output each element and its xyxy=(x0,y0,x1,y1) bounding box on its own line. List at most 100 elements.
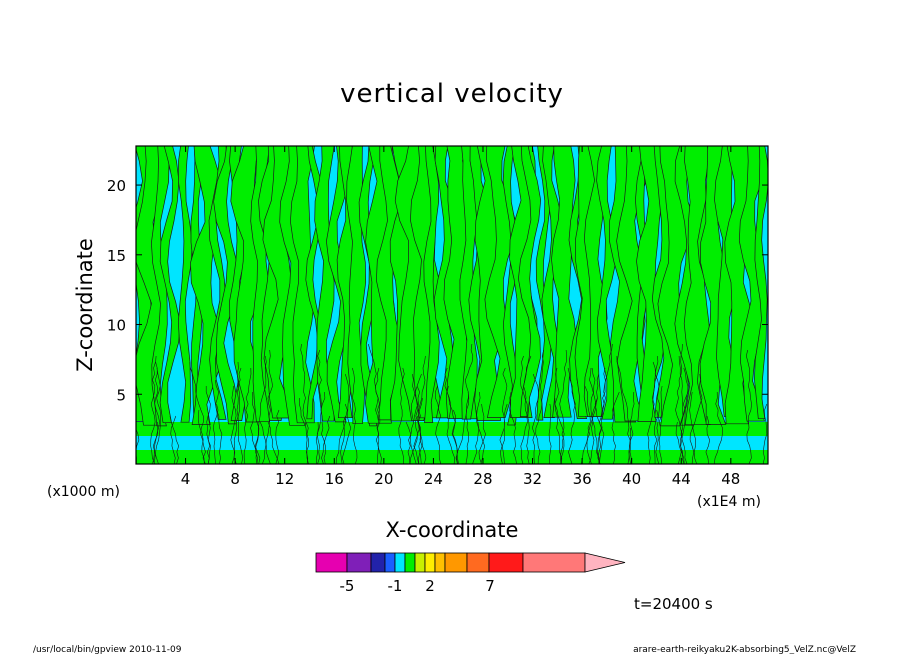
contour-line xyxy=(559,349,567,464)
x-tick-label: 28 xyxy=(473,470,492,488)
contour-line xyxy=(300,343,309,464)
x-tick-label: 48 xyxy=(721,470,740,488)
colorbar-label: 2 xyxy=(425,577,435,595)
field-band xyxy=(136,450,768,464)
contour-line xyxy=(340,415,346,464)
contour-line xyxy=(153,367,161,464)
contour-line xyxy=(215,379,223,464)
colorbar-swatch xyxy=(466,552,490,573)
x-unit-left: (x1000 m) xyxy=(47,484,120,500)
contour-line xyxy=(597,367,606,464)
colorbar xyxy=(315,552,626,573)
contour-line xyxy=(678,355,688,464)
colorbar-label: -5 xyxy=(340,577,355,595)
contour-line xyxy=(298,397,309,464)
plot-frame xyxy=(135,145,769,465)
velocity-field xyxy=(136,146,768,464)
x-axis-ticks: 4 8 12 16 20 24 28 32 36 40 44 48 xyxy=(181,146,740,488)
x-tick-label: 16 xyxy=(325,470,344,488)
updraft-plume xyxy=(423,146,440,423)
updraft-plume xyxy=(177,146,193,423)
contour-line xyxy=(375,367,381,464)
contour-line xyxy=(254,355,267,464)
y-tick-label: 10 xyxy=(107,317,126,335)
contour-line xyxy=(465,391,470,464)
colorbar-swatch xyxy=(315,552,348,573)
updraft-plume xyxy=(636,146,666,422)
colorbar-arrow xyxy=(584,552,626,573)
contour-line xyxy=(554,367,565,464)
colorbar-swatch xyxy=(404,552,416,573)
contour-line xyxy=(456,343,474,464)
contour-line xyxy=(315,421,319,464)
contour-line xyxy=(169,415,180,464)
contour-line xyxy=(531,373,539,464)
contour-line xyxy=(713,391,723,464)
contour-line xyxy=(170,415,177,464)
contour-line xyxy=(675,421,682,464)
contour-line xyxy=(407,385,418,464)
contour-line xyxy=(647,361,656,464)
footer-right: arare-earth-reikyaku2K-absorbing5_VelZ.n… xyxy=(633,645,856,654)
contour-line xyxy=(501,403,508,464)
colorbar-label: -1 xyxy=(388,577,403,595)
contour-line xyxy=(368,343,382,464)
contour-line xyxy=(412,373,419,464)
updraft-plume xyxy=(754,146,768,420)
contour-line xyxy=(554,398,563,464)
contour-line xyxy=(689,391,695,464)
contour-line xyxy=(499,367,508,464)
x-tick-label: 4 xyxy=(181,470,191,488)
contour-line xyxy=(409,355,426,464)
x-unit-right: (x1E4 m) xyxy=(697,494,761,510)
x-tick-label: 44 xyxy=(672,470,691,488)
contour-line xyxy=(675,343,685,464)
contour-line xyxy=(267,421,280,464)
updraft-plume xyxy=(314,146,335,422)
colorbar-labels: -5 -1 2 7 xyxy=(340,577,495,595)
x-tick-label: 20 xyxy=(374,470,393,488)
contour-line xyxy=(548,403,552,464)
colorbar-label: 7 xyxy=(485,577,495,595)
contour-line xyxy=(255,421,260,464)
contour-line xyxy=(275,409,280,464)
contour-line xyxy=(405,421,417,464)
x-tick-label: 36 xyxy=(573,470,592,488)
contour-line xyxy=(627,391,635,464)
x-tick-label: 40 xyxy=(622,470,641,488)
colorbar-swatch xyxy=(346,552,372,573)
contour-line xyxy=(434,385,442,464)
contour-line xyxy=(584,385,592,464)
colorbar-swatch xyxy=(488,552,524,573)
x-tick-label: 24 xyxy=(424,470,443,488)
footer-left: /usr/local/bin/gpview 2010-11-09 xyxy=(33,645,182,654)
contour-line xyxy=(341,373,352,464)
contour-line xyxy=(588,367,596,464)
contour-line xyxy=(398,367,405,464)
contour-line xyxy=(654,409,659,464)
contour-line xyxy=(150,361,156,464)
colorbar-swatch xyxy=(434,552,446,573)
contour-line xyxy=(352,367,358,464)
contour-line xyxy=(152,422,159,464)
contour-line xyxy=(197,409,205,464)
contour-line xyxy=(692,373,703,464)
contour-line xyxy=(243,367,252,464)
contour-line xyxy=(250,391,258,464)
contour-line xyxy=(705,415,711,464)
contour-line xyxy=(189,361,206,464)
contour-line xyxy=(320,391,327,464)
contour-line xyxy=(472,409,480,464)
contour-line xyxy=(654,355,660,464)
contour-line xyxy=(762,403,768,464)
x-tick-label: 32 xyxy=(523,470,542,488)
updraft-plume xyxy=(738,146,767,422)
y-axis-ticks: 5 10 15 20 xyxy=(107,177,768,404)
chart-title: vertical velocity xyxy=(340,79,564,109)
updraft-plume xyxy=(326,146,351,423)
colorbar-swatch xyxy=(370,552,386,573)
contour-line xyxy=(535,349,544,464)
y-tick-label: 20 xyxy=(107,177,126,195)
x-axis-label: X-coordinate xyxy=(386,518,519,542)
contour-line xyxy=(523,355,532,464)
